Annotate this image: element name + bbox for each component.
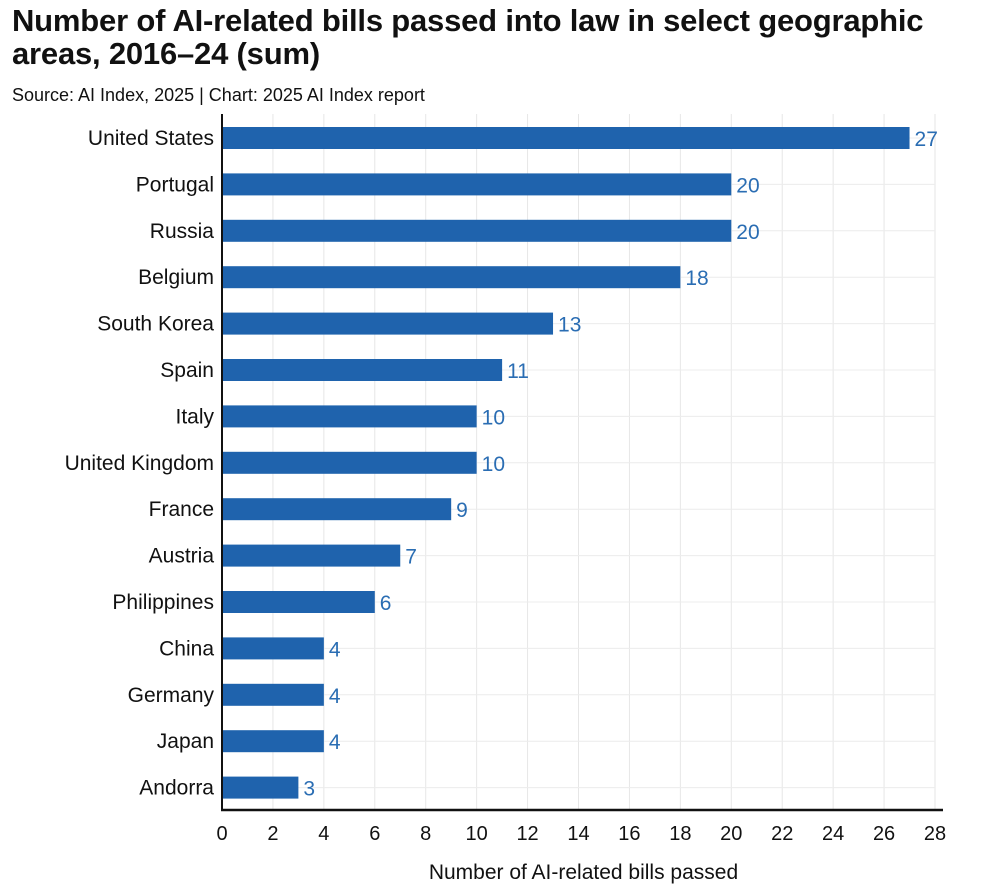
category-label: United States bbox=[88, 127, 214, 150]
value-label: 11 bbox=[507, 360, 529, 383]
category-label: Italy bbox=[175, 405, 214, 428]
category-label: China bbox=[159, 637, 214, 660]
value-label: 13 bbox=[558, 314, 581, 337]
category-label: Germany bbox=[128, 684, 215, 707]
bar-portugal bbox=[222, 173, 732, 196]
bar-austria bbox=[222, 544, 401, 567]
value-label: 10 bbox=[482, 453, 505, 476]
category-label: Andorra bbox=[139, 777, 214, 800]
category-label: South Korea bbox=[97, 313, 214, 336]
x-tick-label: 28 bbox=[924, 823, 946, 845]
bar-spain bbox=[222, 359, 503, 381]
x-tick-label: 0 bbox=[216, 823, 227, 845]
bar-united-states bbox=[222, 127, 910, 149]
x-tick-label: 4 bbox=[318, 823, 329, 845]
category-label: Spain bbox=[160, 359, 214, 382]
value-label: 20 bbox=[736, 221, 759, 244]
category-label: Philippines bbox=[112, 591, 214, 614]
bar-china bbox=[222, 637, 324, 660]
bar-france bbox=[222, 498, 452, 521]
chart-subtitle: Source: AI Index, 2025 | Chart: 2025 AI … bbox=[12, 85, 425, 105]
x-tick-label: 16 bbox=[618, 823, 640, 845]
bars bbox=[222, 127, 910, 799]
value-label: 10 bbox=[482, 406, 505, 429]
category-label: Austria bbox=[149, 545, 215, 568]
x-tick-label: 26 bbox=[873, 823, 895, 845]
x-tick-label: 22 bbox=[771, 823, 793, 845]
chart-title: Number of AI-related bills passed into l… bbox=[12, 3, 924, 71]
bar-italy bbox=[222, 405, 477, 428]
value-label: 7 bbox=[405, 546, 417, 569]
value-label: 4 bbox=[329, 638, 341, 661]
category-label: Belgium bbox=[138, 266, 214, 289]
bar-japan bbox=[222, 730, 324, 753]
value-label: 27 bbox=[915, 128, 938, 151]
x-tick-label: 12 bbox=[516, 823, 538, 845]
category-labels: United States Portugal Russia Belgium South … bbox=[65, 127, 215, 800]
bar-united-kingdom bbox=[222, 451, 477, 474]
axes bbox=[221, 114, 943, 812]
x-tick-label: 14 bbox=[567, 823, 589, 845]
x-axis-title: Number of AI-related bills passed bbox=[429, 861, 738, 884]
bar-andorra bbox=[222, 776, 299, 799]
x-tick-label: 20 bbox=[720, 823, 742, 845]
value-label: 6 bbox=[380, 592, 392, 615]
category-label: France bbox=[149, 498, 214, 521]
bar-germany bbox=[222, 683, 324, 706]
category-label: Russia bbox=[150, 220, 215, 243]
bar-russia bbox=[222, 219, 732, 242]
x-tick-label: 18 bbox=[669, 823, 691, 845]
value-label: 20 bbox=[736, 174, 759, 197]
category-label: Japan bbox=[157, 730, 214, 753]
value-label: 4 bbox=[329, 731, 341, 754]
x-tick-label: 24 bbox=[822, 823, 844, 845]
bar-belgium bbox=[222, 266, 681, 289]
x-tick-label: 10 bbox=[466, 823, 488, 845]
value-label: 4 bbox=[329, 685, 341, 708]
category-label: Portugal bbox=[136, 173, 214, 196]
x-tick-label: 2 bbox=[267, 823, 278, 845]
x-tick-label: 8 bbox=[420, 823, 431, 845]
x-tick-labels: 0 2 4 6 8 10 12 14 16 18 20 22 24 26 28 bbox=[216, 823, 946, 845]
value-label: 3 bbox=[303, 778, 315, 801]
value-label: 9 bbox=[456, 499, 468, 522]
bar-philippines bbox=[222, 591, 375, 613]
x-tick-label: 6 bbox=[369, 823, 380, 845]
value-label: 18 bbox=[685, 267, 708, 290]
bar-south-korea bbox=[222, 312, 554, 335]
category-label: United Kingdom bbox=[65, 452, 214, 475]
